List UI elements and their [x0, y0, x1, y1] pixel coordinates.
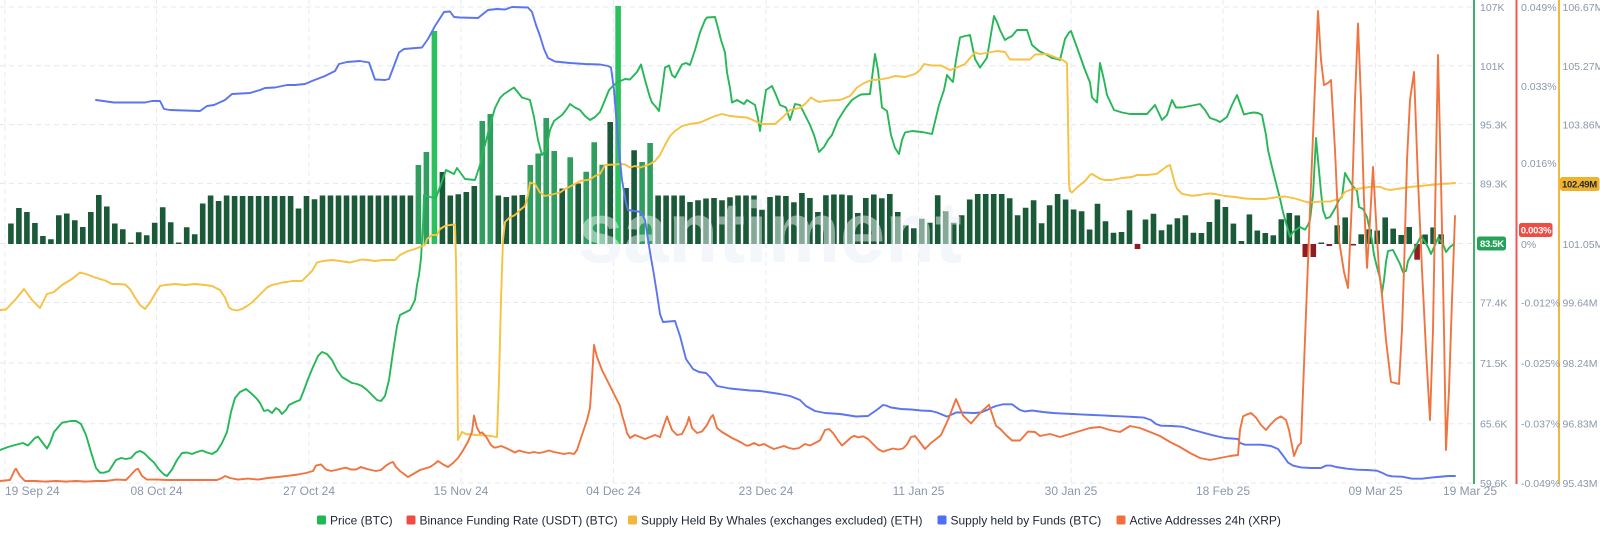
- svg-text:19 Sep 24: 19 Sep 24: [5, 484, 60, 498]
- svg-text:95.43M: 95.43M: [1563, 478, 1598, 490]
- svg-text:0.049%: 0.049%: [1521, 2, 1557, 14]
- svg-text:30 Jan 25: 30 Jan 25: [1045, 484, 1098, 498]
- svg-text:-0.025%: -0.025%: [1521, 358, 1560, 370]
- svg-text:0%: 0%: [1521, 239, 1536, 251]
- svg-text:65.6K: 65.6K: [1480, 419, 1507, 431]
- svg-text:101.05M: 101.05M: [1563, 239, 1600, 251]
- svg-text:89.3K: 89.3K: [1480, 178, 1507, 190]
- svg-text:08 Oct 24: 08 Oct 24: [130, 484, 182, 498]
- svg-text:santiment: santiment: [578, 185, 962, 281]
- svg-text:09 Mar 25: 09 Mar 25: [1348, 484, 1402, 498]
- svg-text:71.5K: 71.5K: [1480, 358, 1507, 370]
- svg-text:0.016%: 0.016%: [1521, 158, 1557, 170]
- svg-text:96.83M: 96.83M: [1563, 419, 1598, 431]
- svg-text:-0.049%: -0.049%: [1521, 478, 1560, 490]
- svg-text:0.033%: 0.033%: [1521, 81, 1557, 93]
- svg-text:0.003%: 0.003%: [1521, 226, 1552, 237]
- svg-text:27 Oct 24: 27 Oct 24: [283, 484, 335, 498]
- svg-text:107K: 107K: [1480, 2, 1505, 14]
- svg-text:Supply Held By Whales (exchang: Supply Held By Whales (exchanges exclude…: [641, 514, 922, 528]
- svg-text:11 Jan 25: 11 Jan 25: [893, 484, 945, 498]
- svg-text:18 Feb 25: 18 Feb 25: [1196, 484, 1250, 498]
- svg-text:Supply held by Funds (BTC): Supply held by Funds (BTC): [951, 514, 1102, 528]
- svg-text:Active Addresses 24h (XRP): Active Addresses 24h (XRP): [1130, 514, 1281, 528]
- svg-text:23 Dec 24: 23 Dec 24: [739, 484, 794, 498]
- svg-text:101K: 101K: [1480, 61, 1505, 73]
- svg-text:102.49M: 102.49M: [1562, 180, 1597, 191]
- svg-text:98.24M: 98.24M: [1563, 358, 1598, 370]
- svg-text:106.67M: 106.67M: [1563, 2, 1600, 14]
- svg-text:83.5K: 83.5K: [1480, 239, 1504, 250]
- svg-text:77.4K: 77.4K: [1480, 298, 1507, 310]
- svg-text:Price (BTC): Price (BTC): [330, 514, 393, 528]
- svg-text:103.86M: 103.86M: [1563, 120, 1600, 132]
- svg-text:59.6K: 59.6K: [1480, 478, 1507, 490]
- svg-text:15 Nov 24: 15 Nov 24: [434, 484, 489, 498]
- svg-text:99.64M: 99.64M: [1563, 298, 1598, 310]
- svg-text:-0.012%: -0.012%: [1521, 298, 1560, 310]
- svg-text:Binance Funding Rate (USDT) (B: Binance Funding Rate (USDT) (BTC): [420, 514, 618, 528]
- svg-text:-0.037%: -0.037%: [1521, 419, 1560, 431]
- svg-text:95.3K: 95.3K: [1480, 120, 1507, 132]
- svg-text:04 Dec 24: 04 Dec 24: [586, 484, 641, 498]
- svg-text:19 Mar 25: 19 Mar 25: [1443, 484, 1497, 498]
- svg-text:105.27M: 105.27M: [1563, 61, 1600, 73]
